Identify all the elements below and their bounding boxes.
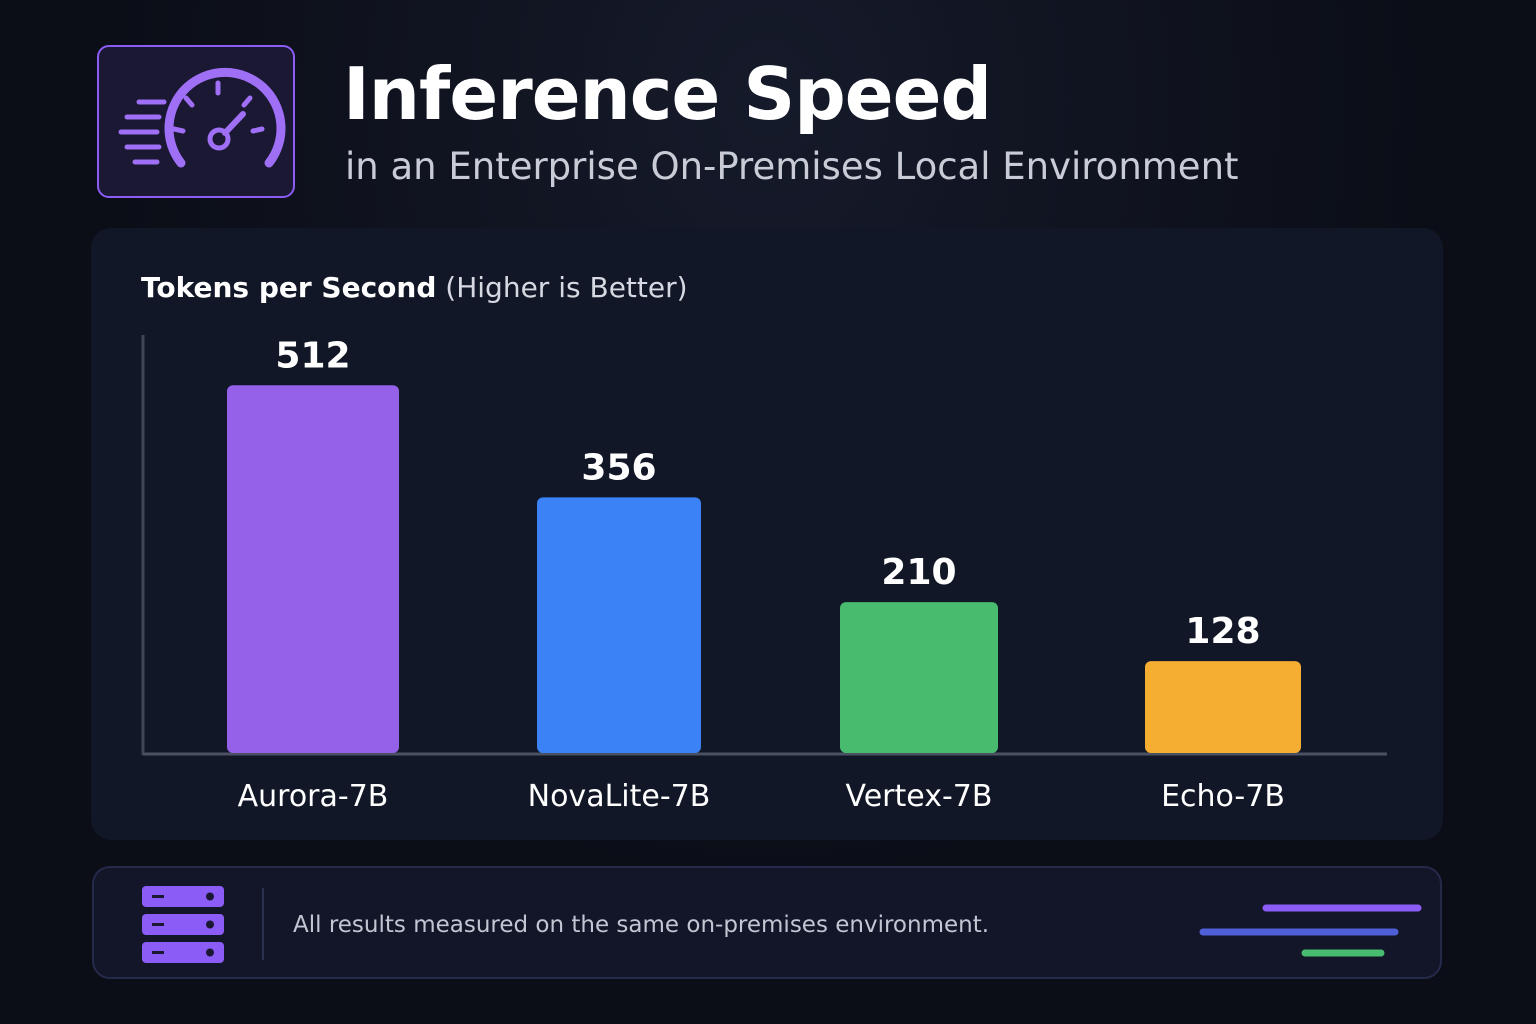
server-icon <box>142 886 226 968</box>
footer-card <box>92 866 1442 979</box>
bar-aurora-7b <box>227 385 399 753</box>
chart-title-main: Tokens per Second <box>141 271 437 304</box>
page-title: Inference Speed <box>343 52 992 136</box>
speedometer-icon <box>97 45 295 198</box>
value-label-novalite-7b: 356 <box>581 447 656 488</box>
chart-title-note: (Higher is Better) <box>445 271 688 304</box>
chart-title: Tokens per Second (Higher is Better) <box>141 271 688 305</box>
page-subtitle: in an Enterprise On-Premises Local Envir… <box>345 145 1239 188</box>
footer-divider <box>262 888 264 960</box>
bar-novalite-7b <box>537 497 701 753</box>
bar-vertex-7b <box>840 602 998 753</box>
category-label-echo-7b: Echo-7B <box>1161 779 1285 814</box>
category-label-aurora-7b: Aurora-7B <box>238 779 389 814</box>
category-label-vertex-7b: Vertex-7B <box>846 779 993 814</box>
value-label-echo-7b: 128 <box>1185 611 1260 652</box>
value-label-vertex-7b: 210 <box>881 552 956 593</box>
category-label-novalite-7b: NovaLite-7B <box>528 779 711 814</box>
footer-note: All results measured on the same on-prem… <box>293 912 990 938</box>
decorative-lines <box>1195 898 1430 967</box>
value-label-aurora-7b: 512 <box>275 335 350 376</box>
bar-echo-7b <box>1145 661 1301 753</box>
